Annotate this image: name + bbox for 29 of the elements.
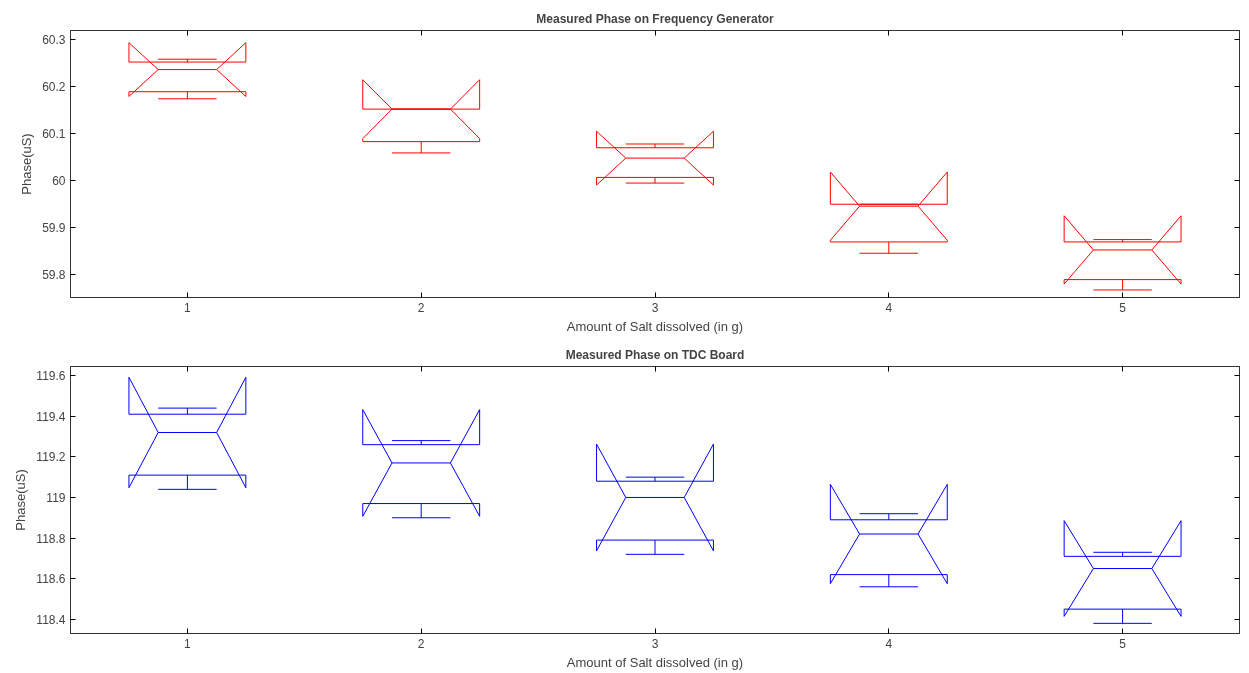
x-tick-label: 1 — [184, 636, 192, 651]
y-tick-label: 60 — [52, 174, 66, 189]
y-tick-label: 118.4 — [36, 612, 66, 627]
x-axis-title: Amount of Salt dissolved (in g) — [566, 654, 744, 670]
y-tick-label: 60.2 — [42, 80, 66, 95]
x-tick-label: 2 — [417, 636, 425, 651]
x-tick-label: 4 — [885, 300, 893, 315]
chart-title: Measured Phase on TDC Board — [565, 347, 745, 362]
x-tick-label: 5 — [1119, 636, 1127, 651]
y-tick-label: 59.8 — [42, 268, 66, 283]
y-tick-label: 118.8 — [36, 531, 66, 546]
y-tick-label: 119.6 — [36, 369, 66, 384]
y-tick-label: 59.9 — [42, 221, 66, 236]
x-axis-title: Amount of Salt dissolved (in g) — [566, 318, 744, 334]
y-axis-title: Phase(uS) — [19, 133, 35, 195]
x-tick-label: 3 — [651, 300, 659, 315]
y-tick-label: 60.3 — [42, 32, 66, 47]
x-tick-label: 3 — [651, 636, 659, 651]
y-tick-label: 119 — [46, 490, 66, 505]
y-tick-label: 119.4 — [36, 409, 66, 424]
y-axis-title: Phase(uS) — [13, 469, 29, 531]
x-tick-label: 4 — [885, 636, 893, 651]
x-tick-label: 2 — [417, 300, 425, 315]
y-tick-label: 60.1 — [42, 127, 66, 142]
y-tick-label: 118.6 — [36, 572, 66, 587]
y-tick-label: 119.2 — [36, 450, 66, 465]
chart-title: Measured Phase on Frequency Generator — [536, 11, 775, 26]
x-tick-label: 5 — [1119, 300, 1127, 315]
x-tick-label: 1 — [184, 300, 192, 315]
